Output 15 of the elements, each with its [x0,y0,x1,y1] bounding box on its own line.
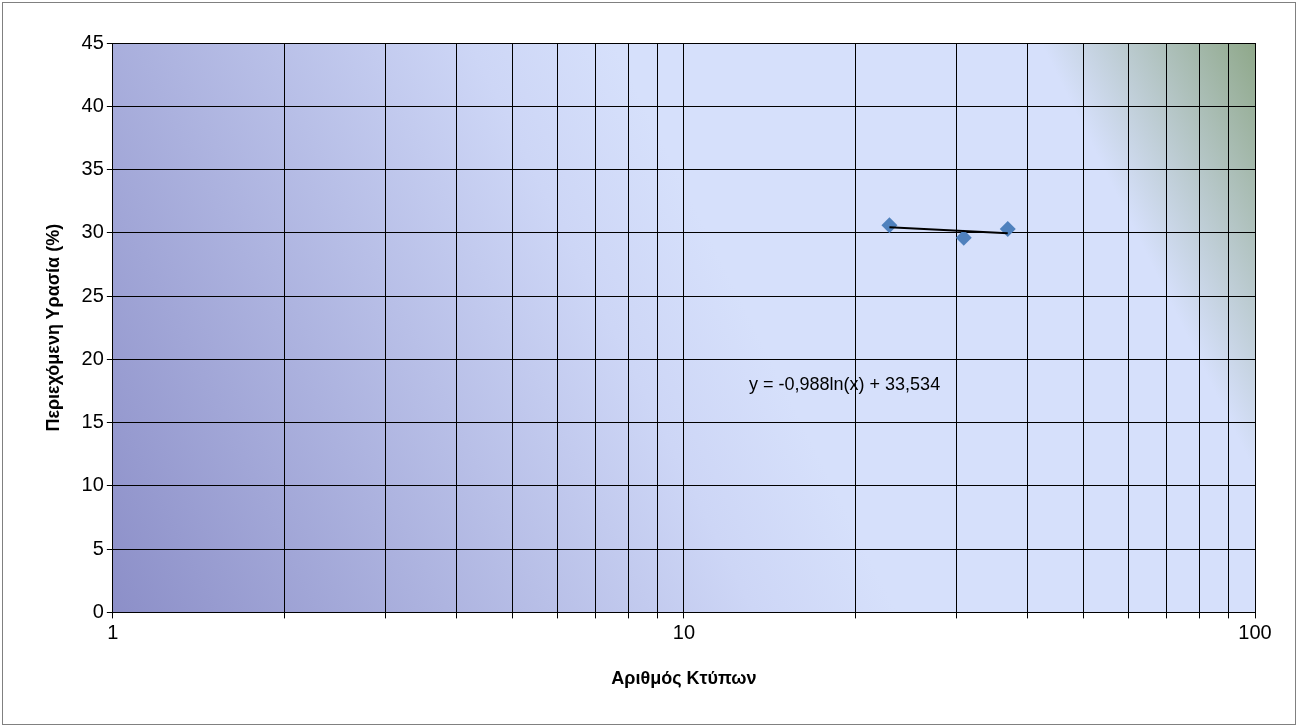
x-axis-title: Αριθμός Κτύπων [611,668,757,689]
y-tick-label: 5 [92,536,104,559]
y-tick-label: 25 [81,283,104,306]
x-tick-label: 10 [672,620,696,643]
y-axis-title: Περιεχόμενη Υρασία (%) [42,223,63,432]
y-tick-label: 0 [92,599,104,622]
x-tick-label: 1 [107,620,119,643]
y-tick-label: 35 [81,157,104,180]
y-tick-label: 20 [81,346,104,369]
y-tick-label: 40 [81,93,104,116]
y-tick-label: 30 [81,220,104,243]
y-tick-label: 45 [81,30,104,53]
x-tick-label: 100 [1238,620,1272,643]
y-tick-label: 15 [81,410,104,433]
y-tick-label: 10 [81,473,104,496]
